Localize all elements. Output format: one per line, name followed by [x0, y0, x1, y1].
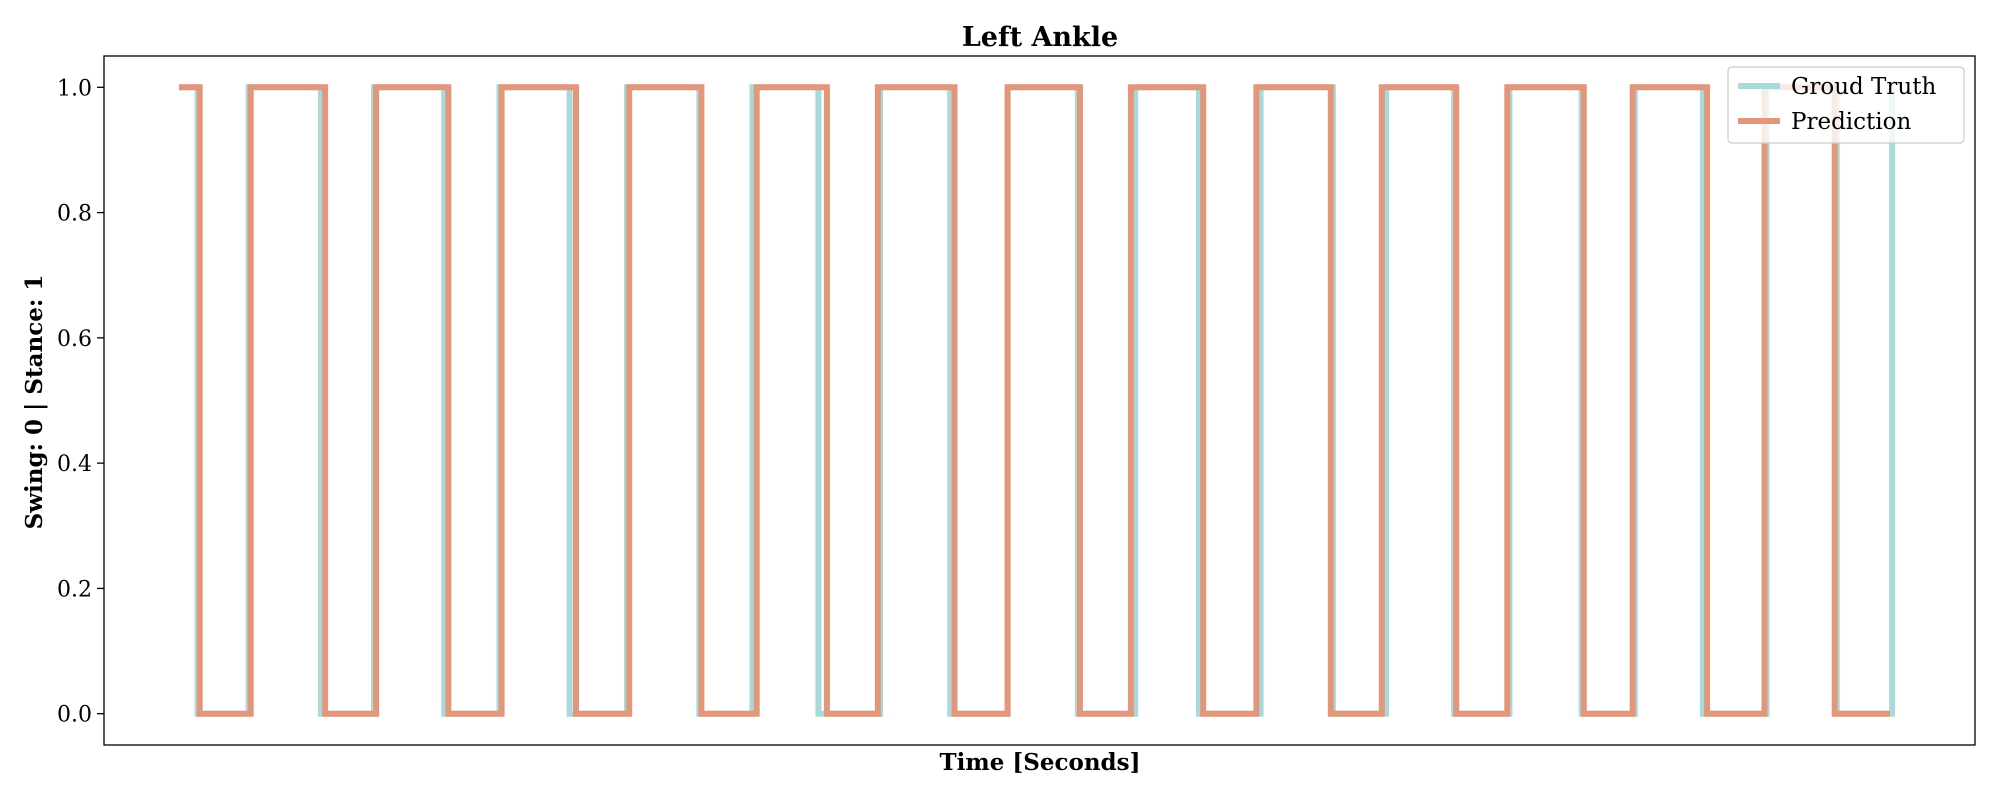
- legend-label: Groud Truth: [1791, 74, 1936, 100]
- legend: Groud Truth Prediction: [1727, 66, 1965, 144]
- y-tick-label: 0.2: [57, 577, 92, 602]
- plot-frame: [103, 55, 1976, 746]
- series-line-prediction: [179, 84, 1890, 717]
- chart-title: Left Ankle: [962, 22, 1118, 53]
- y-tick-label: 0.8: [57, 202, 92, 227]
- x-axis-label: Time [Seconds]: [940, 749, 1141, 776]
- y-axis-ticks: 0.0 0.2 0.4 0.6 0.8 1.0: [57, 76, 104, 728]
- y-tick-label: 0.0: [57, 703, 92, 728]
- y-axis-label: Swing: 0 | Stance: 1: [21, 275, 48, 530]
- y-tick-label: 0.4: [57, 452, 92, 477]
- y-tick-label: 1.0: [57, 76, 92, 101]
- y-tick-label: 0.6: [57, 327, 92, 352]
- plot-area: [179, 84, 1896, 717]
- legend-label: Prediction: [1791, 109, 1911, 135]
- legend-box: [1727, 66, 1965, 144]
